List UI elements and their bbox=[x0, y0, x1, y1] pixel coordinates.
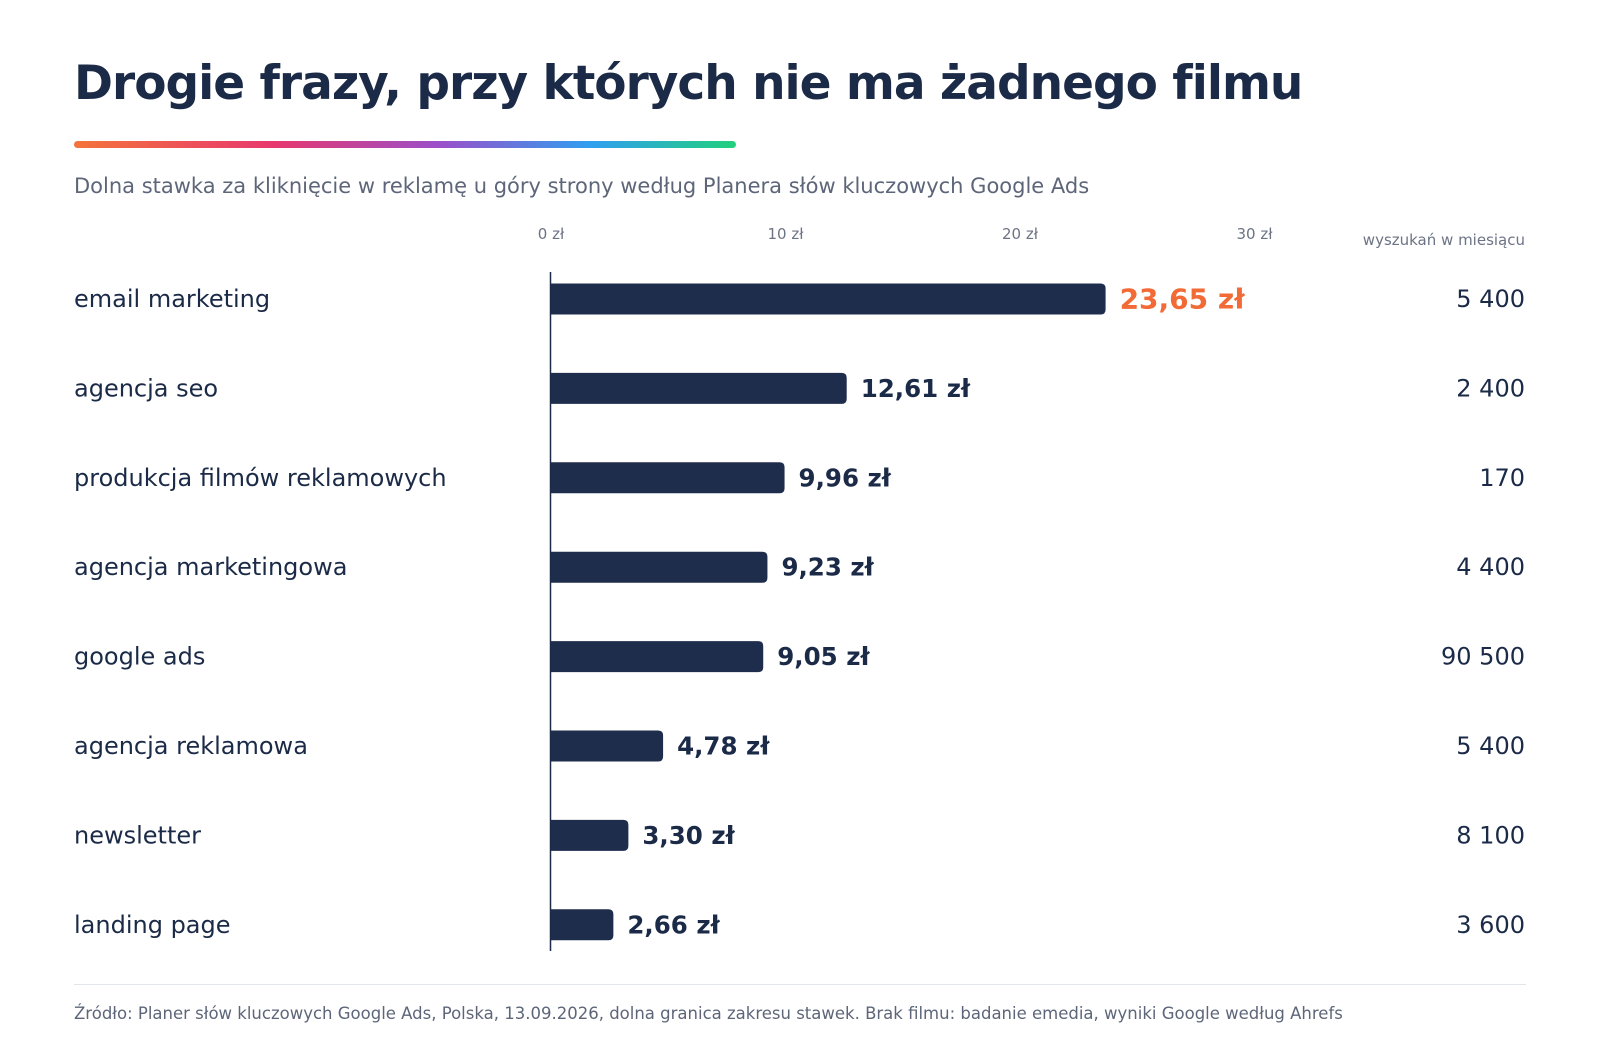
bar-value-label: 4,78 zł bbox=[677, 732, 770, 761]
x-tick-label: 20 zł bbox=[1002, 225, 1039, 243]
bar-value-label: 23,65 zł bbox=[1120, 283, 1246, 316]
bar-value-label: 9,05 zł bbox=[777, 642, 870, 671]
bar bbox=[551, 462, 785, 494]
bar bbox=[551, 372, 847, 404]
searches-column-header: wyszukań w miesiącu bbox=[1363, 231, 1525, 249]
monthly-searches-value: 5 400 bbox=[1456, 732, 1525, 760]
bar bbox=[551, 283, 1106, 315]
footer-divider bbox=[74, 984, 1526, 985]
category-label: google ads bbox=[74, 643, 205, 671]
source-note: Źródło: Planer słów kluczowych Google Ad… bbox=[74, 1004, 1343, 1023]
category-label: agencja marketingowa bbox=[74, 553, 347, 581]
monthly-searches-value: 3 600 bbox=[1456, 911, 1525, 939]
chart-title: Drogie frazy, przy których nie ma żadneg… bbox=[74, 56, 1303, 111]
monthly-searches-value: 170 bbox=[1479, 464, 1525, 492]
x-tick-label: 30 zł bbox=[1237, 225, 1274, 243]
bar bbox=[551, 819, 629, 851]
chart-subtitle: Dolna stawka za kliknięcie w reklamę u g… bbox=[74, 174, 1090, 198]
category-label: email marketing bbox=[74, 285, 270, 313]
bar bbox=[551, 551, 768, 583]
bar-value-label: 12,61 zł bbox=[861, 374, 971, 403]
monthly-searches-value: 8 100 bbox=[1456, 821, 1525, 849]
bar-value-label: 3,30 zł bbox=[642, 821, 735, 850]
bar bbox=[551, 730, 664, 762]
monthly-searches-value: 4 400 bbox=[1456, 553, 1525, 581]
bar-value-label: 9,23 zł bbox=[781, 553, 874, 582]
bar-value-label: 9,96 zł bbox=[799, 463, 892, 492]
category-label: landing page bbox=[74, 911, 231, 939]
title-gradient-bar bbox=[74, 141, 736, 148]
category-label: agencja seo bbox=[74, 374, 218, 402]
bar bbox=[551, 641, 764, 673]
category-label: newsletter bbox=[74, 821, 201, 849]
x-tick-label: 10 zł bbox=[768, 225, 805, 243]
monthly-searches-value: 2 400 bbox=[1456, 374, 1525, 402]
monthly-searches-value: 90 500 bbox=[1441, 643, 1525, 671]
bar bbox=[551, 909, 614, 941]
category-label: agencja reklamowa bbox=[74, 732, 308, 760]
category-label: produkcja filmów reklamowych bbox=[74, 464, 447, 492]
bar-value-label: 2,66 zł bbox=[627, 910, 720, 939]
monthly-searches-value: 5 400 bbox=[1456, 285, 1525, 313]
x-tick-label: 0 zł bbox=[538, 225, 565, 243]
